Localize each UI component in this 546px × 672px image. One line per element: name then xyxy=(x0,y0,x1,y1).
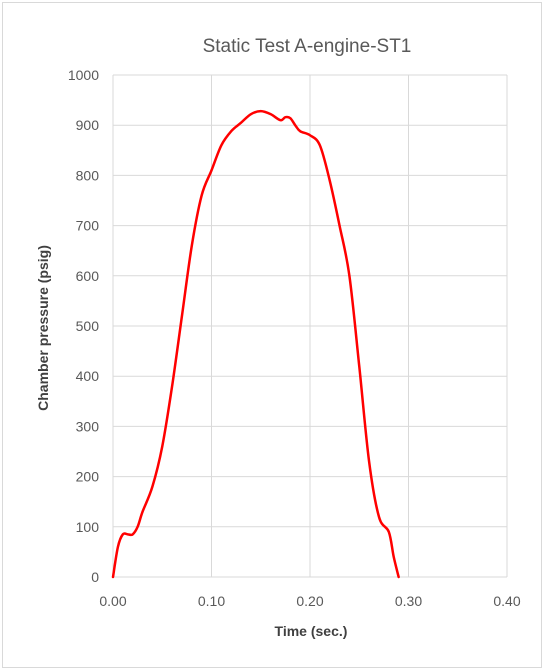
y-tick-label: 400 xyxy=(76,368,100,384)
y-tick-label: 0 xyxy=(91,569,99,585)
chart-svg: Static Test A-engine-ST1 0.00 0.10 0.20 0.3… xyxy=(35,36,521,639)
y-tick-label: 800 xyxy=(76,167,100,183)
series-layer xyxy=(111,109,400,579)
y-tick-label: 600 xyxy=(76,268,100,284)
pressure-series-line xyxy=(111,109,400,579)
x-tick-label: 0.20 xyxy=(296,593,323,609)
x-tick-label: 0.40 xyxy=(493,593,520,609)
x-tick-label: 0.10 xyxy=(198,593,225,609)
x-tick-labels: 0.00 0.10 0.20 0.30 0.40 xyxy=(99,593,520,609)
y-tick-labels: 0 100 200 300 400 500 600 700 800 900 1000 xyxy=(68,67,99,585)
y-axis-title: Chamber pressure (psig) xyxy=(35,245,51,411)
y-tick-label: 200 xyxy=(76,469,100,485)
y-tick-label: 300 xyxy=(76,418,100,434)
x-axis-title: Time (sec.) xyxy=(275,623,348,639)
y-tick-label: 1000 xyxy=(68,67,99,83)
x-tick-label: 0.30 xyxy=(395,593,422,609)
chart-title: Static Test A-engine-ST1 xyxy=(203,36,412,57)
y-tick-label: 900 xyxy=(76,117,100,133)
y-tick-label: 100 xyxy=(76,519,100,535)
horizontal-gridlines xyxy=(113,74,507,578)
y-tick-label: 700 xyxy=(76,218,100,234)
y-tick-label: 500 xyxy=(76,318,100,334)
x-tick-label: 0.00 xyxy=(99,593,126,609)
